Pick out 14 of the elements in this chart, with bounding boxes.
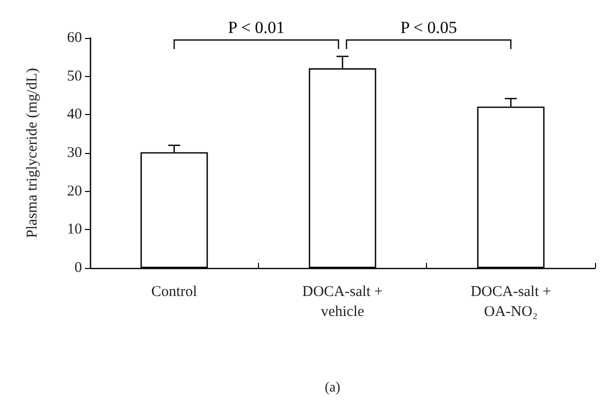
- y-tick-label: 50: [67, 68, 82, 84]
- x-tick-label: DOCA-salt + OA-NO₂: [470, 284, 552, 320]
- y-tick-label: 20: [67, 183, 82, 200]
- x-tick-label: Control: [151, 284, 198, 300]
- text: P < 0.05: [400, 18, 458, 37]
- y-tick-label: 40: [67, 106, 82, 123]
- text: (a): [324, 380, 341, 396]
- y-tick-label: 30: [67, 145, 82, 161]
- y-tick-label: 10: [67, 222, 82, 238]
- text: P < 0.01: [228, 18, 285, 37]
- y-tick-label: 60: [67, 30, 82, 46]
- y-axis-title: Plasma triglyceride (mg/dL): [24, 68, 40, 238]
- x-tick-label: DOCA-salt + vehicle: [302, 284, 383, 320]
- y-tick-label: 0: [74, 260, 82, 276]
